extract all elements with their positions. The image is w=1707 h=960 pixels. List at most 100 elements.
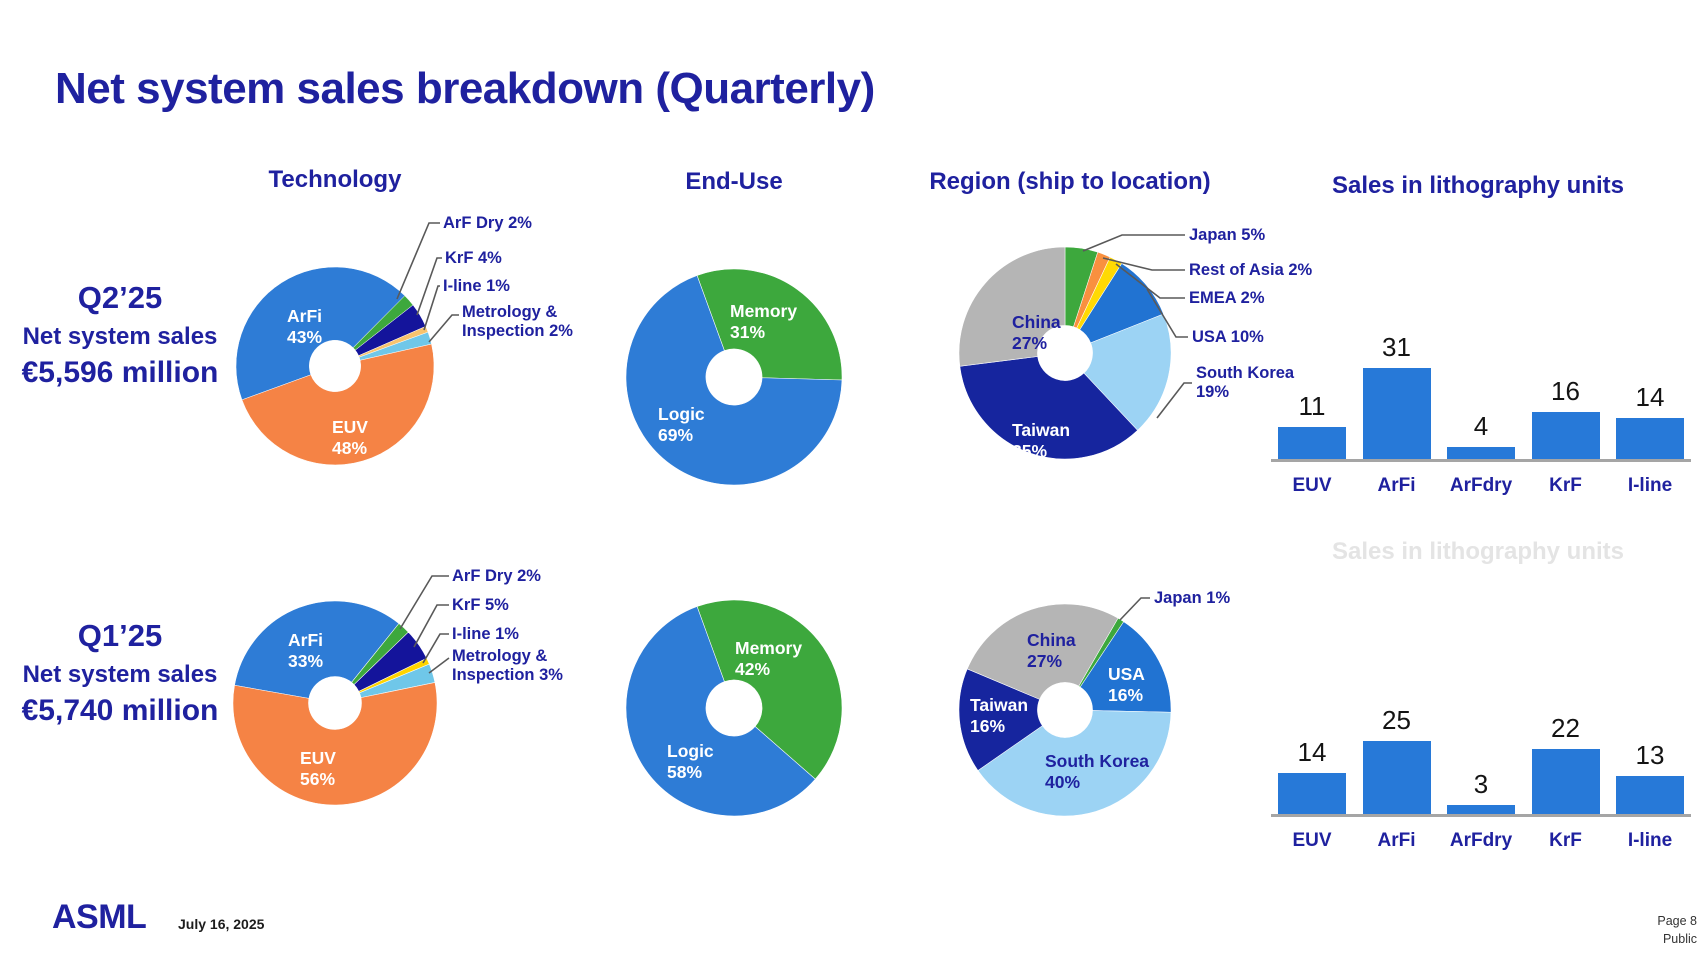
slice-arfi <box>236 267 406 401</box>
q1-callout-arf-dry: ArF Dry 2% <box>452 567 541 585</box>
bar-column-arfdry: 4 <box>1447 411 1515 459</box>
q1-callout-japan: Japan 1% <box>1154 589 1231 607</box>
q2-callout-south-korea: South Korea 19% <box>1196 364 1295 402</box>
asml-logo: ASML <box>52 898 147 936</box>
q1-callout-metrology: Metrology & Inspection 3% <box>452 647 563 685</box>
slice-pct: 40% <box>1045 772 1081 792</box>
q2-callout-rest-of-asia: Rest of Asia 2% <box>1189 261 1313 279</box>
slice-south-korea <box>1083 313 1171 431</box>
bar-value-label: 16 <box>1551 376 1580 406</box>
q2-tech-euv-label: EUV 48% <box>332 417 368 459</box>
q1-technology-svg <box>233 601 437 805</box>
bar-i-line <box>1616 775 1684 814</box>
slice-china <box>959 247 1066 367</box>
bar-value-label: 14 <box>1635 381 1665 412</box>
slice-name: South Korea <box>1045 751 1150 771</box>
slice-pct: 69% <box>658 425 694 445</box>
slice-name: China <box>1027 630 1076 650</box>
bar-category-label: EUV <box>1292 475 1332 496</box>
q1-quarter: Q1’25 <box>77 618 163 653</box>
bar-value-label: 13 <box>1635 739 1665 770</box>
slice-name: EUV <box>332 417 368 437</box>
q2-callout-japan: Japan 5% <box>1189 226 1266 244</box>
q2-callout-emea: EMEA 2% <box>1189 289 1265 307</box>
bar-krf <box>1531 412 1600 459</box>
q2-region-donut <box>959 247 1171 459</box>
q2-end-use-donut <box>626 269 842 485</box>
bar-column-euv: 14 <box>1278 737 1346 814</box>
slice-pct: 58% <box>667 762 703 782</box>
q2-technology-donut <box>236 267 434 465</box>
slice-pct: 56% <box>300 769 336 789</box>
bar-i-line <box>1616 417 1684 459</box>
q1-region-svg <box>959 604 1171 816</box>
bar-value-label: 3 <box>1473 769 1489 800</box>
q2-callout-i-line: I-line 1% <box>443 277 510 295</box>
q1-amount: €5,740 million <box>21 694 219 727</box>
slice-pct: 42% <box>735 659 771 679</box>
footer-date: July 16, 2025 <box>178 916 265 932</box>
bar-category-label: EUV <box>1292 830 1332 851</box>
slice-pct: 27% <box>1012 333 1048 353</box>
q1-subtitle: Net system sales <box>22 661 218 688</box>
q2-region-taiwan-label: Taiwan 35% <box>1012 420 1070 462</box>
slice-euv <box>233 682 437 805</box>
bar-category-label: KrF <box>1549 475 1582 496</box>
bar-category-label: ArFi <box>1377 830 1416 851</box>
q2-callout-krf: KrF 4% <box>445 249 502 267</box>
q2-subtitle: Net system sales <box>22 323 218 350</box>
slice-pct: 48% <box>332 438 368 458</box>
slice-name: China <box>1012 312 1061 332</box>
bar-column-i-line: 14 <box>1616 382 1684 459</box>
slice-name: Logic <box>658 404 705 424</box>
q2-callout-usa: USA 10% <box>1192 328 1264 346</box>
bar-column-euv: 11 <box>1278 391 1346 459</box>
slice-name: Taiwan <box>970 695 1029 715</box>
slice-pct: 16% <box>970 716 1006 736</box>
q2-label-block: Q2’25 Net system sales €5,596 million <box>15 280 225 390</box>
slice-taiwan <box>959 668 1043 771</box>
bar-category-label: I-line <box>1627 475 1673 496</box>
slice-pct: 43% <box>287 327 323 347</box>
q1-region-south-korea-label: South Korea 40% <box>1045 751 1149 793</box>
slice-name: USA <box>1108 664 1145 684</box>
slice-name: ArFi <box>288 630 323 650</box>
slice-name: Logic <box>667 741 714 761</box>
bar-category-label: ArFi <box>1377 475 1416 496</box>
q2-litho-units-categories: EUV ArFi ArFdry KrF I-line <box>1271 475 1691 497</box>
slice-logic <box>626 275 842 485</box>
q2-litho-units-barchart: 11 31 4 16 14 EUV ArFi ArFdry KrF I-line <box>1271 322 1691 497</box>
bar-krf <box>1531 749 1600 814</box>
q1-region-usa-label: USA 16% <box>1108 664 1145 706</box>
bar-value-label: 14 <box>1297 736 1327 767</box>
slice-name: Memory <box>735 638 803 658</box>
q1-callout-krf: KrF 5% <box>452 596 509 614</box>
slice-pct: 31% <box>730 322 766 342</box>
header-technology: Technology <box>268 166 402 193</box>
slice-memory <box>696 269 842 381</box>
bar-category-label: ArFdry <box>1449 830 1513 851</box>
bar-value-label: 25 <box>1382 704 1411 735</box>
slice-logic <box>626 606 816 816</box>
bar-value-label: 11 <box>1298 390 1326 421</box>
q1-litho-units-categories: EUV ArFi ArFdry KrF I-line <box>1271 830 1691 852</box>
slice-euv <box>241 343 434 465</box>
footer-page-block: Page 8 Public <box>1657 912 1697 948</box>
header-end-use: End-Use <box>685 168 783 195</box>
header-litho-units-q1-ghost: Sales in lithography units <box>1331 538 1625 565</box>
bar-column-krf: 22 <box>1531 713 1600 814</box>
q1-region-taiwan-label: Taiwan 16% <box>970 695 1028 737</box>
q2-enduse-memory-label: Memory 31% <box>730 301 797 343</box>
q2-callout-arf-dry: ArF Dry 2% <box>443 214 532 232</box>
slice-pct: 33% <box>288 651 324 671</box>
q1-region-donut <box>959 604 1171 816</box>
slice-name: EUV <box>300 748 336 768</box>
q2-callout-metrology: Metrology & Inspection 2% <box>462 303 573 341</box>
page-title: Net system sales breakdown (Quarterly) <box>55 64 875 113</box>
q1-region-china-label: China 27% <box>1027 630 1076 672</box>
q1-litho-units-barchart: 14 25 3 22 13 EUV ArFi ArFdry KrF I-line <box>1271 677 1691 852</box>
q2-enduse-logic-label: Logic 69% <box>658 404 705 446</box>
bar-column-i-line: 13 <box>1616 740 1684 814</box>
slice-name: Taiwan <box>1012 420 1071 440</box>
